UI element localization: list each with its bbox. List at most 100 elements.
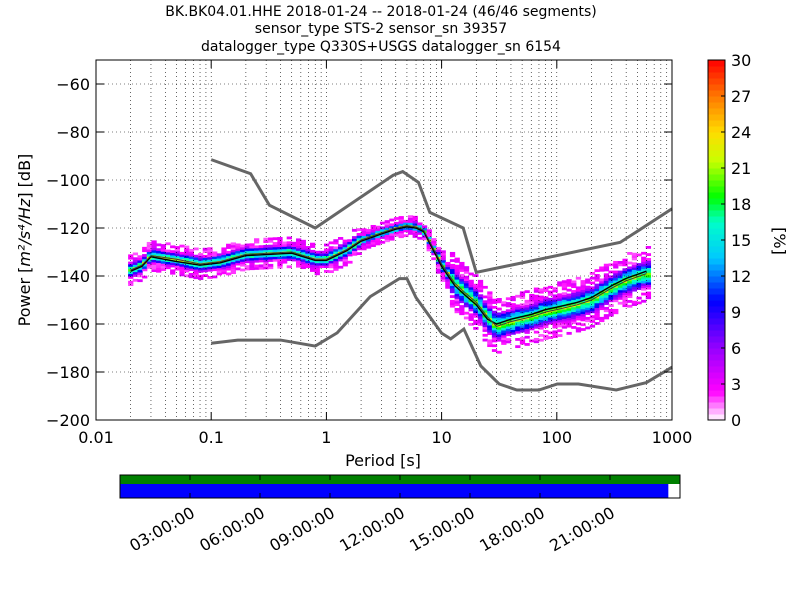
psd-density-cell (585, 304, 591, 308)
psd-density-cell (515, 314, 521, 317)
psd-density-cell (277, 249, 283, 252)
psd-density-cell (617, 292, 624, 296)
psd-density-cell (454, 274, 460, 278)
x-axis-label: Period [s] (345, 451, 421, 470)
psd-density-cell (454, 291, 460, 295)
psd-density-cell (389, 237, 395, 241)
psd-density-cell (519, 322, 526, 326)
psd-density-cell (641, 285, 647, 289)
psd-density-cell (440, 255, 446, 258)
psd-density-cell (258, 254, 264, 258)
psd-density-cell (417, 232, 423, 235)
psd-density-cell (566, 300, 572, 304)
psd-density-cell (216, 255, 222, 259)
psd-density-cell (160, 251, 167, 255)
psd-density-cell (310, 252, 316, 256)
psd-density-cell (501, 339, 507, 343)
psd-density-cell (459, 273, 465, 277)
psd-density-cell (487, 291, 493, 295)
psd-density-cell (473, 295, 479, 299)
psd-density-cell (258, 247, 264, 251)
psd-density-cell (631, 303, 638, 306)
psd-density-cell (449, 266, 456, 270)
psd-density-cell (268, 259, 274, 262)
psd-density-cell (412, 235, 418, 238)
y-tick-label: −120 (46, 219, 90, 238)
psd-density-cell (552, 296, 558, 300)
psd-density-cell (454, 298, 460, 302)
psd-density-cell (398, 230, 404, 234)
psd-density-cell (361, 240, 367, 244)
colorbar-segment (708, 384, 725, 391)
psd-density-cell (599, 300, 605, 303)
y-axis-label-suffix: ] [dB] (15, 154, 34, 199)
psd-density-cell (202, 247, 208, 251)
psd-density-cell (557, 310, 563, 313)
psd-density-cell (165, 242, 171, 246)
psd-density-cell (631, 264, 638, 268)
psd-density-cell (538, 288, 544, 292)
psd-density-cell (538, 307, 544, 311)
psd-density-cell (519, 293, 526, 297)
psd-density-cell (412, 230, 418, 234)
psd-density-cell (482, 319, 488, 323)
psd-density-cell (641, 261, 647, 265)
psd-density-cell (552, 311, 558, 315)
psd-density-cell (603, 316, 610, 320)
psd-density-cell (156, 267, 162, 271)
psd-density-cell (435, 268, 442, 272)
psd-density-cell (468, 272, 474, 276)
psd-density-cell (146, 263, 153, 267)
psd-density-cell (561, 323, 568, 327)
psd-density-cell (347, 244, 353, 247)
psd-density-cell (547, 312, 554, 316)
psd-density-cell (221, 252, 227, 256)
psd-density-cell (449, 290, 456, 294)
psd-density-cell (156, 250, 162, 254)
mode-line (130, 225, 647, 327)
psd-density-cell (296, 255, 302, 259)
psd-density-cell (487, 332, 493, 336)
psd-density-cell (156, 248, 162, 252)
colorbar-segment (708, 252, 725, 259)
psd-density-cell (286, 265, 292, 269)
psd-density-cell (547, 321, 554, 325)
psd-density-cell (515, 311, 521, 315)
psd-density-cell (617, 261, 624, 264)
psd-density-cell (435, 266, 442, 269)
psd-density-cell (449, 271, 456, 274)
colorbar-tick-label: 27 (731, 87, 751, 106)
psd-density-cell (146, 241, 153, 245)
psd-density-cell (543, 313, 549, 317)
psd-density-cell (603, 275, 610, 279)
psd-density-cell (580, 311, 586, 315)
psd-density-cell (603, 302, 610, 305)
psd-density-cell (160, 258, 167, 262)
psd-density-cell (142, 263, 148, 267)
psd-density-cell (631, 271, 638, 275)
psd-density-cell (174, 262, 181, 266)
psd-density-cell (645, 265, 652, 268)
colorbar-tick-label: 30 (731, 51, 751, 70)
psd-density-cell (585, 285, 591, 289)
psd-density-cell (137, 257, 143, 261)
psd-density-cell (491, 334, 498, 338)
psd-density-cell (165, 249, 171, 253)
psd-density-cell (533, 287, 540, 291)
psd-density-cell (174, 267, 181, 271)
psd-density-cell (505, 314, 512, 317)
psd-density-cell (608, 277, 614, 281)
psd-density-cell (202, 255, 208, 258)
psd-density-cell (538, 302, 544, 306)
psd-density-cell (487, 329, 493, 333)
psd-density-cell (519, 339, 526, 343)
psd-density-cell (594, 288, 600, 292)
psd-density-cell (356, 237, 362, 241)
psd-density-cell (417, 229, 423, 233)
psd-density-cell (356, 245, 362, 248)
psd-density-cell (463, 316, 470, 320)
psd-density-cell (482, 307, 488, 311)
psd-density-cell (319, 262, 325, 266)
psd-density-cell (603, 268, 610, 272)
psd-density-cell (137, 272, 143, 275)
